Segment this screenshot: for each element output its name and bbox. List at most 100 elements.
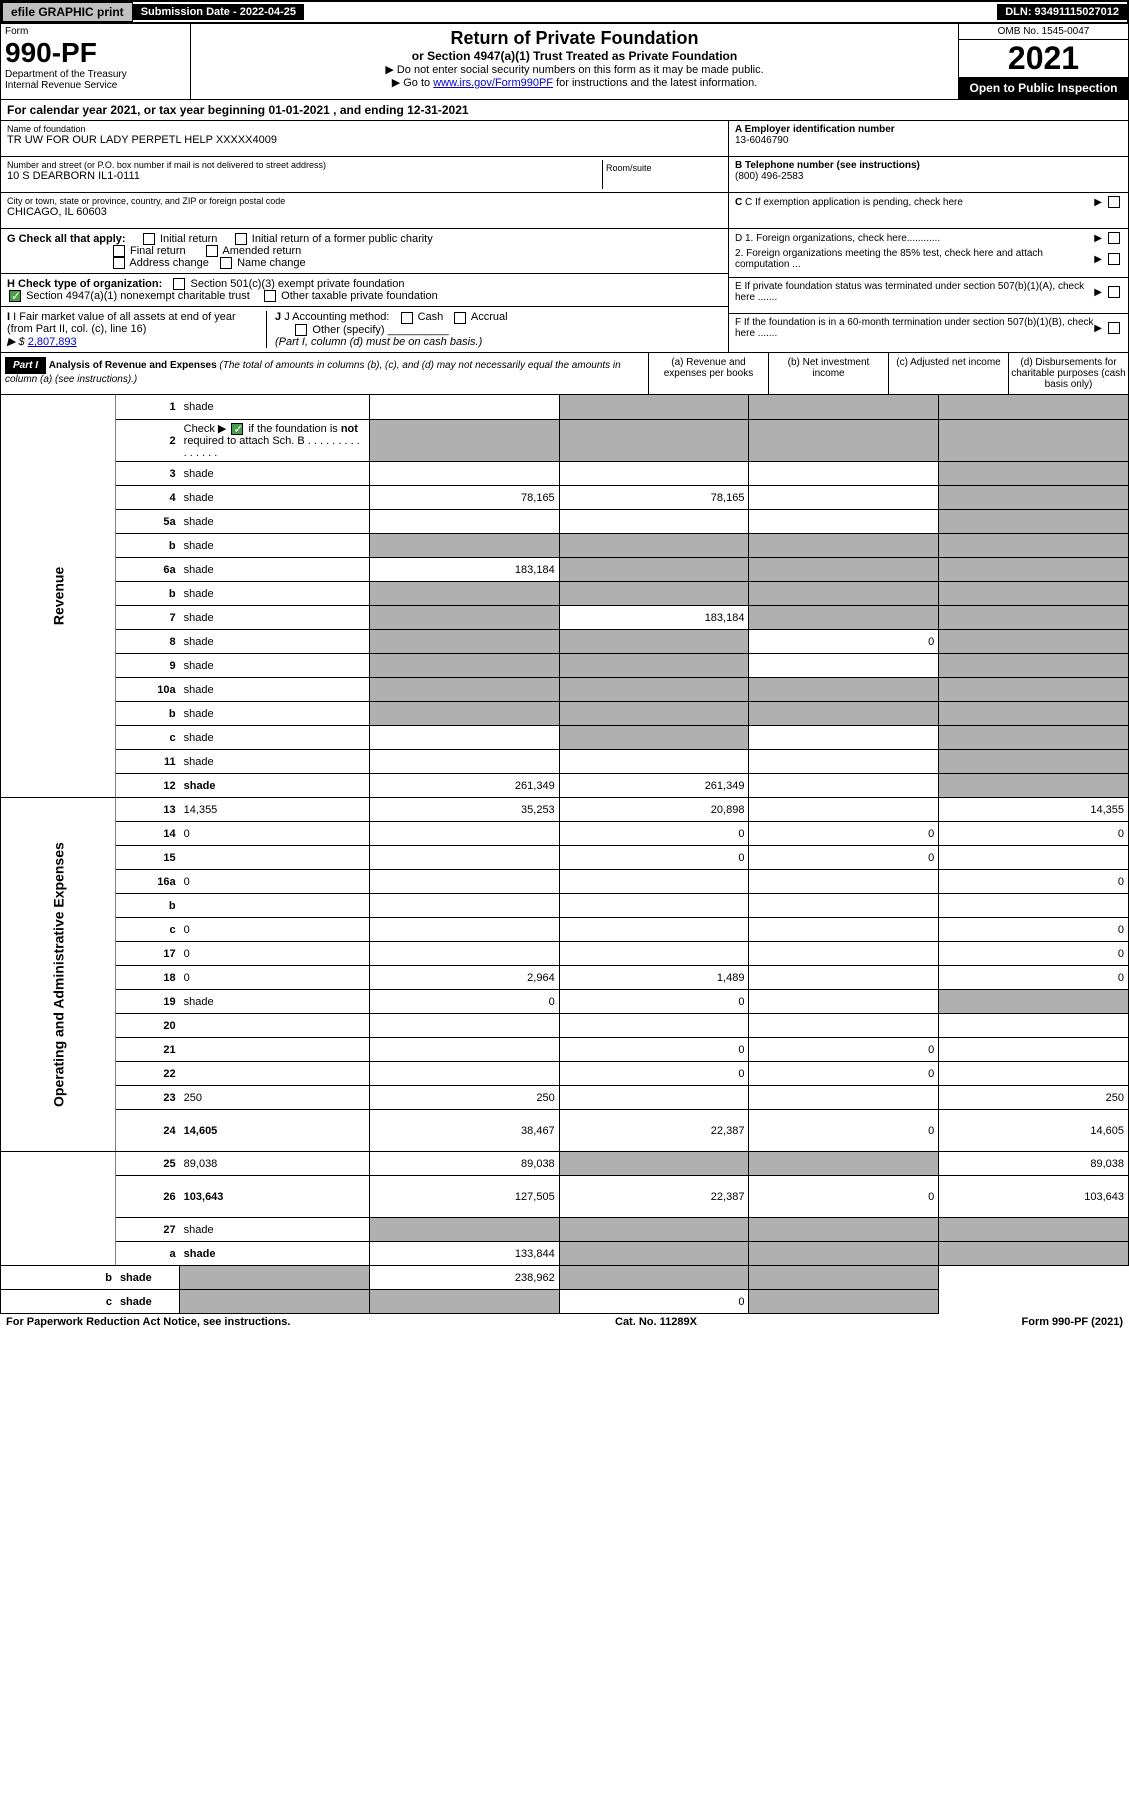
street-address: 10 S DEARBORN IL1-0111 <box>7 170 602 182</box>
table-row: 2589,03889,03889,038 <box>1 1152 1129 1176</box>
open-inspection: Open to Public Inspection <box>959 77 1128 99</box>
irs-link[interactable]: www.irs.gov/Form990PF <box>433 77 553 89</box>
form-subtitle: or Section 4947(a)(1) Trust Treated as P… <box>195 49 954 63</box>
507b1a-checkbox[interactable] <box>1108 286 1120 298</box>
table-row: bshade <box>1 534 1129 558</box>
cell-d <box>939 1014 1129 1038</box>
table-row: 20 <box>1 1014 1129 1038</box>
table-row: 16a00 <box>1 870 1129 894</box>
cell-a <box>369 606 559 630</box>
line-number: a <box>116 1242 180 1266</box>
cell-a <box>369 894 559 918</box>
4947a1-checkbox[interactable] <box>9 290 21 302</box>
addr-label: Number and street (or P.O. box number if… <box>7 160 602 170</box>
cash-checkbox[interactable] <box>401 312 413 324</box>
cell-b: 1,489 <box>559 966 749 990</box>
other-taxable-checkbox[interactable] <box>264 290 276 302</box>
table-row: 4shade78,16578,165 <box>1 486 1129 510</box>
col-a-header: (a) Revenue and expenses per books <box>648 353 768 394</box>
line-description: shade <box>180 990 370 1014</box>
cell-c <box>749 774 939 798</box>
name-label: Name of foundation <box>7 124 722 134</box>
line-number: 11 <box>116 750 180 774</box>
line-number: 2 <box>116 419 180 461</box>
table-row: 5ashade <box>1 510 1129 534</box>
cell-a <box>369 822 559 846</box>
line-description: Check ▶ if the foundation is not require… <box>180 419 370 461</box>
cell-a <box>369 395 559 419</box>
501c3-checkbox[interactable] <box>173 278 185 290</box>
line-description: shade <box>180 630 370 654</box>
name-change-checkbox[interactable] <box>220 257 232 269</box>
line-description <box>180 1038 370 1062</box>
cell-d <box>939 395 1129 419</box>
cell-a <box>369 1038 559 1062</box>
cell-b <box>559 726 749 750</box>
line-description: 0 <box>180 822 370 846</box>
cell-d <box>939 990 1129 1014</box>
line-number: 1 <box>116 395 180 419</box>
line-number: 4 <box>116 486 180 510</box>
cell-a: 250 <box>369 1086 559 1110</box>
cell-c: 0 <box>749 846 939 870</box>
table-row: 3shade <box>1 462 1129 486</box>
section-g: G Check all that apply: Initial return I… <box>1 229 728 273</box>
cell-b: 0 <box>559 822 749 846</box>
cell-d: 0 <box>939 942 1129 966</box>
calendar-year-row: For calendar year 2021, or tax year begi… <box>0 100 1129 121</box>
cell-d <box>749 1266 939 1290</box>
cell-b <box>559 582 749 606</box>
85pct-test-checkbox[interactable] <box>1108 253 1120 265</box>
final-return-checkbox[interactable] <box>113 245 125 257</box>
cell-c <box>749 894 939 918</box>
cell-b <box>559 750 749 774</box>
accrual-checkbox[interactable] <box>454 312 466 324</box>
line-description: shade <box>180 462 370 486</box>
cell-c <box>749 558 939 582</box>
part1-header: Part I Analysis of Revenue and Expenses … <box>0 353 1129 395</box>
cell-b <box>559 942 749 966</box>
line-number: 5a <box>116 510 180 534</box>
initial-return-checkbox[interactable] <box>143 233 155 245</box>
identity-section: Name of foundation TR UW FOR OUR LADY PE… <box>0 121 1129 353</box>
exemption-pending-checkbox[interactable] <box>1108 196 1120 208</box>
cell-c <box>749 870 939 894</box>
initial-former-checkbox[interactable] <box>235 233 247 245</box>
cell-d <box>939 1062 1129 1086</box>
table-row: b <box>1 894 1129 918</box>
table-row: 140000 <box>1 822 1129 846</box>
line-description: shade <box>180 395 370 419</box>
room-suite-label: Room/suite <box>602 160 722 189</box>
table-row: c00 <box>1 918 1129 942</box>
cat-number: Cat. No. 11289X <box>615 1316 697 1328</box>
cell-b <box>559 395 749 419</box>
section-i-j: I I Fair market value of all assets at e… <box>1 306 728 352</box>
cell-d <box>939 419 1129 461</box>
cell-d <box>939 702 1129 726</box>
cell-c <box>749 1086 939 1110</box>
cell-c <box>749 750 939 774</box>
cell-d <box>939 462 1129 486</box>
fmv-value[interactable]: 2,807,893 <box>28 336 77 348</box>
table-row: 9shade <box>1 654 1129 678</box>
cell-d: 250 <box>939 1086 1129 1110</box>
form-header: Form 990-PF Department of the TreasuryIn… <box>0 24 1129 100</box>
cell-c <box>749 606 939 630</box>
cell-a <box>369 534 559 558</box>
cell-b <box>559 1086 749 1110</box>
cell-a: 133,844 <box>369 1242 559 1266</box>
507b1b-checkbox[interactable] <box>1108 322 1120 334</box>
address-change-checkbox[interactable] <box>113 257 125 269</box>
other-method-checkbox[interactable] <box>295 324 307 336</box>
efile-print-button[interactable]: efile GRAPHIC print <box>2 2 133 22</box>
cell-d <box>939 534 1129 558</box>
line-description: 0 <box>180 870 370 894</box>
cell-a <box>369 654 559 678</box>
line-description: shade <box>180 678 370 702</box>
cell-d <box>939 846 1129 870</box>
amended-return-checkbox[interactable] <box>206 245 218 257</box>
cell-a: 2,964 <box>369 966 559 990</box>
foreign-org-checkbox[interactable] <box>1108 232 1120 244</box>
line-number: 17 <box>116 942 180 966</box>
line-number: 18 <box>116 966 180 990</box>
